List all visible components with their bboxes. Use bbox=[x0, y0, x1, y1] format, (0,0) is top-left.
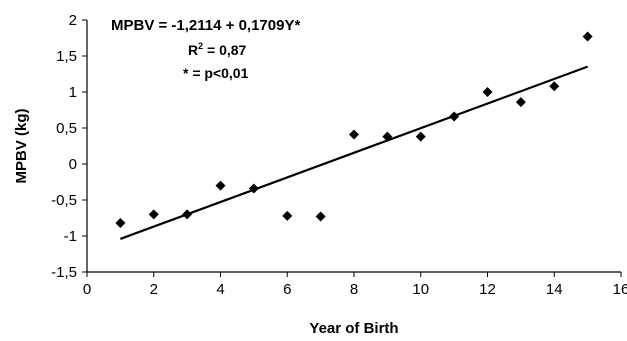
data-point bbox=[248, 183, 259, 194]
data-point bbox=[282, 210, 293, 221]
data-point bbox=[549, 81, 560, 92]
trendline bbox=[119, 65, 589, 240]
y-tick-label: -1,5 bbox=[51, 264, 77, 281]
data-point bbox=[315, 211, 326, 222]
x-axis-title: Year of Birth bbox=[309, 320, 398, 337]
x-tick-label: 8 bbox=[350, 281, 358, 298]
x-tick-label: 0 bbox=[83, 281, 91, 298]
data-point bbox=[582, 31, 593, 42]
data-point bbox=[182, 209, 193, 220]
tick-labels: 0 2 4 6 8 10 12 14 16 2 1,5 1 0,5 0 -0,5 -1 -1,5 bbox=[51, 12, 627, 298]
equation-annotation: MPBV = -1,2114 + 0,1709Y* bbox=[111, 17, 300, 34]
x-tick-label: 14 bbox=[546, 281, 563, 298]
data-points bbox=[115, 31, 593, 229]
data-point bbox=[515, 97, 526, 108]
x-tick-label: 4 bbox=[216, 281, 224, 298]
data-point bbox=[215, 180, 226, 191]
x-tick-label: 16 bbox=[613, 281, 627, 298]
r-squared-prefix: R bbox=[188, 42, 198, 58]
data-point bbox=[115, 218, 126, 229]
y-tick-label: 1 bbox=[69, 84, 77, 101]
y-tick-label: 1,5 bbox=[56, 48, 77, 65]
x-tick-label: 6 bbox=[283, 281, 291, 298]
significance-annotation: * = p<0,01 bbox=[183, 65, 249, 81]
r-squared-superscript: 2 bbox=[198, 41, 203, 51]
x-tick-label: 12 bbox=[479, 281, 496, 298]
r-squared-annotation: R2 = 0,87 bbox=[188, 41, 247, 58]
y-tick-label: -0,5 bbox=[51, 192, 77, 209]
y-tick-label: 0,5 bbox=[56, 120, 77, 137]
data-point bbox=[482, 87, 493, 97]
data-point bbox=[382, 131, 393, 142]
data-point bbox=[349, 129, 359, 140]
y-tick-label: 2 bbox=[69, 12, 77, 29]
y-tick-label: 0 bbox=[69, 156, 77, 173]
x-tick-label: 10 bbox=[412, 281, 429, 298]
data-point bbox=[449, 111, 460, 122]
data-point bbox=[148, 209, 159, 220]
x-tick-label: 2 bbox=[150, 281, 158, 298]
y-axis-title: MPBV (kg) bbox=[13, 108, 30, 183]
axes bbox=[86, 20, 621, 273]
data-point bbox=[415, 131, 426, 142]
ticks bbox=[82, 19, 622, 277]
y-tick-label: -1 bbox=[64, 228, 77, 245]
r-squared-value: = 0,87 bbox=[203, 42, 246, 58]
